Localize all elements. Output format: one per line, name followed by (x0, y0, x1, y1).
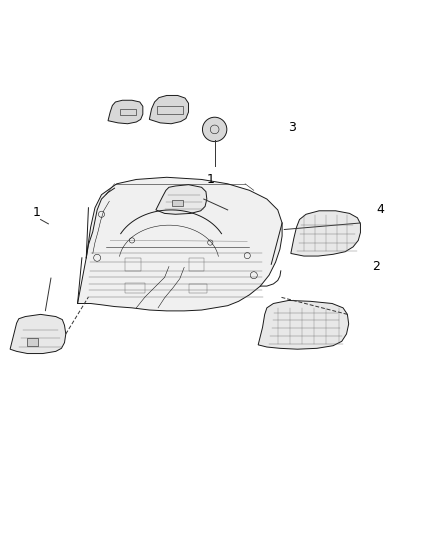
Text: 4: 4 (376, 203, 384, 215)
Text: 1: 1 (33, 206, 41, 219)
Polygon shape (10, 314, 66, 353)
Polygon shape (149, 95, 188, 124)
Polygon shape (27, 338, 39, 346)
Polygon shape (156, 184, 207, 214)
Polygon shape (78, 177, 282, 311)
Polygon shape (108, 100, 143, 124)
Text: 1: 1 (206, 173, 214, 186)
Text: 2: 2 (373, 260, 381, 273)
Polygon shape (173, 200, 184, 206)
Polygon shape (291, 211, 360, 256)
Polygon shape (258, 301, 349, 349)
Circle shape (202, 117, 227, 142)
Text: 3: 3 (288, 121, 296, 134)
